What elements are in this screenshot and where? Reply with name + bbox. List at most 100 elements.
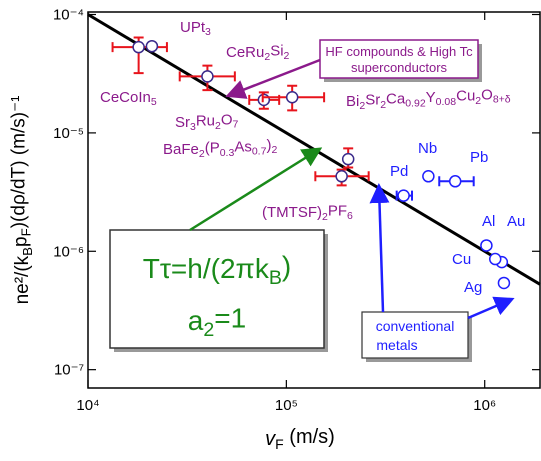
text-segment: (P bbox=[205, 140, 220, 157]
x-tick-label: 10⁵ bbox=[275, 397, 298, 414]
point-label: Au bbox=[507, 213, 525, 230]
text-segment: BaFe bbox=[163, 141, 199, 158]
subscript: 5 bbox=[151, 96, 157, 108]
hf-box-text: superconductors bbox=[351, 60, 448, 75]
text-segment: PF bbox=[328, 203, 347, 220]
subscript: 2 bbox=[284, 50, 290, 62]
y-tick-label: 10⁻⁶ bbox=[53, 243, 84, 260]
subscript: 3 bbox=[190, 121, 196, 133]
text-segment: Ca bbox=[386, 90, 406, 107]
text-segment: O bbox=[481, 86, 493, 103]
arrow bbox=[189, 147, 323, 232]
point-label: Ag bbox=[464, 279, 482, 296]
y-axis-label: ne²/(kBpF)(dρ/dT) (m/s)⁻¹ bbox=[9, 96, 35, 305]
point-label: Sr3Ru2O7 bbox=[175, 111, 239, 133]
subscript: 0.7 bbox=[252, 145, 267, 157]
text-segment: Bi bbox=[346, 93, 359, 110]
text-segment: UPt bbox=[180, 19, 206, 36]
text-segment: p bbox=[10, 236, 31, 247]
subscript: 0.92 bbox=[405, 97, 426, 109]
formula-text: a2=1 bbox=[188, 302, 246, 340]
arrow bbox=[225, 58, 321, 99]
x-axis-label: vF (m/s) bbox=[265, 426, 335, 452]
text-segment: Pd bbox=[390, 163, 408, 180]
text-segment: Tτ=h/(2πk bbox=[143, 253, 270, 284]
point-label: (TMTSF)2PF6 bbox=[262, 203, 353, 224]
arrow bbox=[369, 183, 390, 313]
point-label: Al bbox=[482, 213, 495, 230]
subscript: 0.3 bbox=[220, 147, 235, 159]
data-point bbox=[448, 175, 462, 188]
point-label: BaFe2(P0.3As0.7)2 bbox=[163, 137, 277, 160]
data-point bbox=[285, 91, 299, 104]
point-label: Pd bbox=[390, 163, 408, 180]
text-segment: CeCoIn bbox=[100, 89, 151, 106]
subscript: 0.08 bbox=[436, 96, 457, 108]
point-label: Nb bbox=[418, 140, 437, 157]
subscript: 2 bbox=[380, 99, 386, 111]
metals-box bbox=[361, 311, 469, 359]
subscript: 6 bbox=[347, 210, 353, 222]
text-segment: O bbox=[221, 111, 233, 128]
subscript: F bbox=[18, 228, 33, 236]
text-segment: Pb bbox=[470, 149, 488, 166]
x-tick-label: 10⁶ bbox=[473, 397, 496, 414]
metals-box-text: conventional bbox=[376, 318, 455, 334]
y-tick-label: 10⁻⁵ bbox=[53, 125, 84, 142]
subscript: 2 bbox=[359, 100, 365, 112]
metals-box-text: metals bbox=[376, 337, 417, 353]
data-point bbox=[201, 70, 214, 83]
data-point bbox=[145, 39, 159, 53]
point-label: Cu bbox=[452, 251, 471, 268]
arrow bbox=[467, 296, 515, 320]
data-point bbox=[480, 239, 493, 252]
subscript: 2 bbox=[215, 120, 221, 132]
text-segment: Si bbox=[270, 43, 283, 60]
text-segment: )(dρ/dT) (m/s)⁻¹ bbox=[9, 96, 30, 229]
data-point bbox=[257, 93, 271, 107]
subscript: 2 bbox=[475, 95, 481, 107]
text-segment: Sr bbox=[175, 114, 190, 131]
text-segment: a bbox=[188, 305, 204, 336]
data-point bbox=[341, 152, 355, 166]
text-segment: Cu bbox=[456, 88, 475, 105]
x-tick-label: 10⁴ bbox=[76, 397, 99, 414]
subscript: 2 bbox=[199, 148, 205, 160]
data-point bbox=[397, 189, 410, 202]
subscript: 2 bbox=[271, 144, 277, 156]
plot-frame bbox=[87, 11, 541, 389]
subscript: B bbox=[20, 247, 35, 256]
point-label: Bi2Sr2Ca0.92Y0.08Cu2O8+δ bbox=[346, 86, 511, 112]
text-segment: Ag bbox=[464, 279, 482, 296]
formula-text: Tτ=h/(2πkB) bbox=[143, 250, 292, 288]
text-segment: =1 bbox=[214, 302, 246, 333]
point-label: CeRu2Si2 bbox=[226, 43, 290, 64]
text-segment: Au bbox=[507, 213, 525, 230]
data-point bbox=[422, 170, 435, 183]
subscript: 7 bbox=[233, 118, 239, 130]
formula-box bbox=[109, 229, 325, 349]
text-segment: Cu bbox=[452, 251, 471, 268]
text-segment: ) bbox=[282, 250, 291, 281]
data-point bbox=[132, 40, 145, 54]
data-point bbox=[488, 252, 502, 266]
subscript: 2 bbox=[322, 211, 328, 223]
text-segment: ne²/(k bbox=[12, 255, 33, 304]
text-segment: v bbox=[265, 428, 276, 450]
text-segment: CeRu bbox=[226, 44, 264, 61]
data-point bbox=[497, 276, 511, 290]
subscript: 8+δ bbox=[493, 93, 511, 105]
point-label: UPt3 bbox=[180, 19, 211, 38]
hf-box bbox=[319, 39, 479, 79]
subscript: 2 bbox=[264, 51, 270, 63]
data-point bbox=[335, 170, 348, 183]
text-segment: Ru bbox=[196, 113, 215, 130]
text-segment: Al bbox=[482, 213, 495, 230]
text-segment: Nb bbox=[418, 140, 437, 157]
y-tick-label: 10⁻⁴ bbox=[53, 7, 84, 24]
text-segment: (m/s) bbox=[284, 426, 335, 448]
y-tick-label: 10⁻⁷ bbox=[54, 362, 84, 379]
text-segment: Sr bbox=[365, 92, 380, 109]
text-segment: Y bbox=[426, 89, 436, 106]
